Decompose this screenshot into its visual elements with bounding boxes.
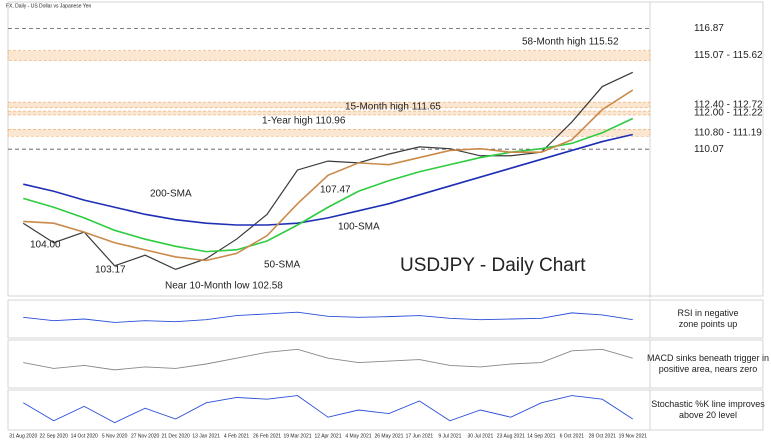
indicator-note: RSI in negative zone points up [677, 308, 738, 329]
sma-label: 50-SMA [264, 260, 300, 271]
x-tick-label: 5 Nov 2020 [102, 433, 128, 439]
level-label: 110.07 [694, 144, 724, 155]
x-tick-label: 28 Oct 2021 [589, 433, 616, 439]
level-label: 116.87 [694, 23, 724, 34]
x-tick-label: 31 Aug 2020 [9, 433, 37, 439]
x-tick-label: 19 Mar 2021 [283, 433, 311, 439]
annotation: 107.47 [320, 185, 351, 196]
x-tick-label: 21 Dec 2020 [161, 433, 190, 439]
sma-label: 100-SMA [338, 222, 380, 233]
annotation: 15-Month high 111.65 [345, 102, 441, 113]
panel-frame [7, 339, 764, 389]
indicator-note: Stochastic %K line improves above 20 leve… [651, 399, 765, 420]
chart-title: USDJPY - Daily Chart [400, 255, 586, 276]
series-line [23, 311, 633, 323]
annotation: 1-Year high 110.96 [262, 116, 346, 127]
level-band [7, 101, 651, 109]
x-tick-label: 30 Jul 2021 [467, 433, 493, 439]
x-tick-label: 22 Sep 2020 [40, 433, 69, 439]
level-label: 115.07 - 115.62 [694, 50, 763, 61]
series-line [22, 71, 634, 271]
level-band [7, 129, 651, 137]
x-tick-label: 14 Oct 2020 [71, 433, 98, 439]
level-label: 112.40 - 112.72 [694, 100, 763, 111]
x-tick-label: 17 Jun 2021 [406, 433, 434, 439]
level-band [7, 110, 651, 116]
x-tick-label: 6 Oct 2021 [560, 433, 585, 439]
level-label: 110.80 - 111.19 [694, 127, 762, 138]
annotation: 104.00 [30, 240, 61, 251]
chart-subtitle: FX, Daily - US Dollar vs Japanese Yen [6, 3, 92, 9]
x-tick-label: 12 Apr 2021 [315, 433, 342, 439]
x-tick-label: 13 Jan 2021 [192, 433, 220, 439]
panel-frame [7, 389, 764, 431]
x-tick-label: 4 Feb 2021 [224, 433, 250, 439]
level-label: 112.00 - 112.22 [694, 108, 763, 119]
level-band [7, 50, 651, 61]
panel-frame [7, 299, 764, 339]
annotation: 58-Month high 115.52 [522, 37, 619, 48]
series-line [23, 117, 634, 253]
x-tick-label: 4 May 2021 [345, 433, 371, 439]
x-tick-label: 23 Aug 2021 [497, 433, 525, 439]
series-line [23, 395, 634, 424]
x-tick-label: 19 Nov 2021 [619, 433, 648, 439]
sma-label: 200-SMA [150, 189, 192, 200]
x-tick-label: 26 May 2021 [374, 433, 403, 439]
series-line [23, 89, 634, 262]
x-tick-label: 14 Sep 2021 [527, 433, 556, 439]
annotation: Near 10-Month low 102.58 [165, 281, 283, 292]
series-line [23, 348, 633, 371]
x-tick-label: 9 Jul 2021 [438, 433, 461, 439]
annotation: 103.17 [95, 265, 126, 276]
x-tick-label: 27 Nov 2020 [131, 433, 160, 439]
x-tick-label: 26 Feb 2021 [253, 433, 281, 439]
series-line [23, 133, 633, 226]
indicator-note: MACD sinks beneath trigger in positive ar… [647, 353, 769, 374]
